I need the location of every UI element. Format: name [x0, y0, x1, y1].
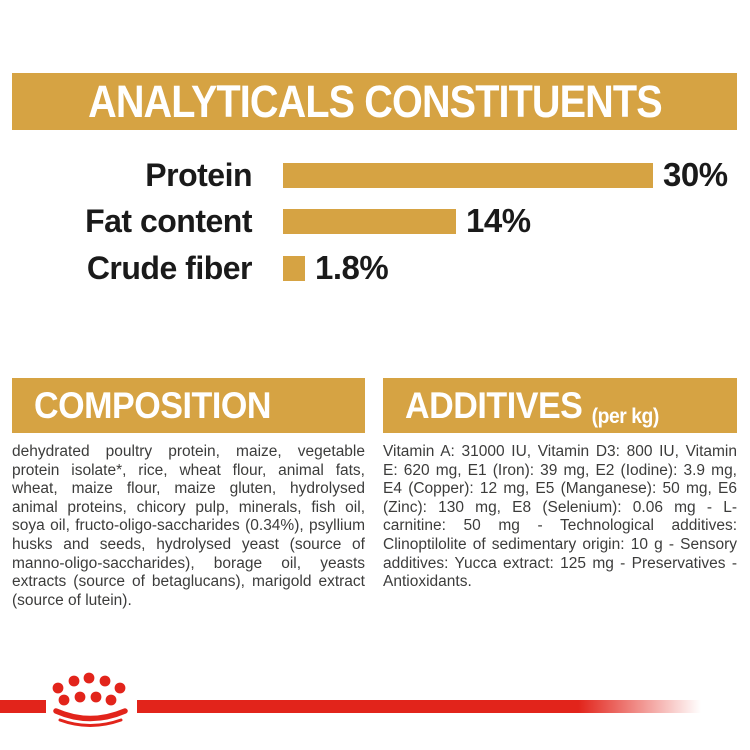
bar-value: 30%: [663, 156, 728, 193]
chart-row-crude-fiber: Crude fiber 1.8%: [30, 249, 389, 286]
analyticals-title: ANALYTICALS CONSTITUENTS: [87, 75, 663, 127]
additives-per-kg: (per kg): [591, 404, 660, 428]
red-stripe-left: [0, 700, 46, 713]
chart-row-protein: Protein 30%: [30, 156, 728, 193]
red-stripe-right: [137, 700, 750, 713]
chart-row-fat-content: Fat content 14%: [30, 202, 531, 239]
composition-body: dehydrated poultry protein, maize, veget…: [12, 443, 365, 609]
bar-label: Crude fiber: [86, 249, 253, 286]
composition-title: COMPOSITION: [34, 384, 272, 426]
bar-protein: [283, 162, 653, 188]
bar-value: 14%: [466, 202, 531, 239]
bar-fat-content: [283, 208, 456, 234]
royal-canin-crown-icon: [52, 672, 128, 727]
additives-title: ADDITIVES (per kg): [405, 384, 660, 428]
bar-label: Fat content: [85, 202, 252, 239]
additives-body: Vitamin A: 31000 IU, Vitamin D3: 800 IU,…: [383, 443, 737, 591]
composition-header-band: COMPOSITION: [12, 378, 365, 433]
additives-header-band: ADDITIVES (per kg): [383, 378, 737, 433]
bar-value: 1.8%: [315, 249, 389, 286]
additives-heading: ADDITIVES: [405, 384, 583, 426]
bar-label: Protein: [145, 156, 252, 193]
analyticals-header-band: ANALYTICALS CONSTITUENTS: [12, 73, 737, 130]
bar-crude-fiber: [283, 255, 305, 281]
